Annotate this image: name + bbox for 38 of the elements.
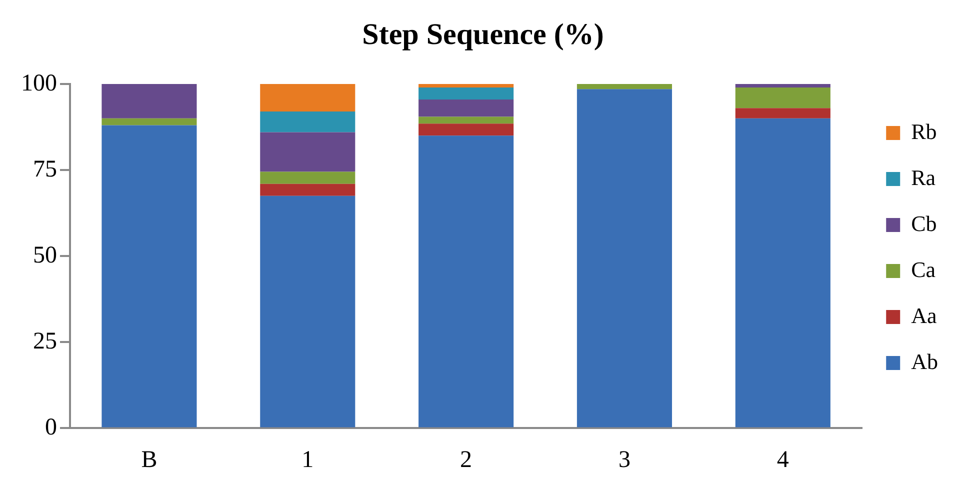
bar (735, 84, 830, 88)
bar (418, 124, 514, 136)
bar (260, 196, 356, 428)
x-tick-label: 4 (776, 446, 789, 473)
bar (260, 84, 356, 112)
y-tick-label: 0 (45, 414, 57, 440)
bar (576, 89, 672, 428)
bar (576, 84, 672, 90)
legend-label: Ab (911, 348, 938, 374)
bar (260, 112, 356, 132)
bar (260, 132, 356, 172)
legend-label: Ca (911, 256, 936, 282)
bar (735, 108, 830, 118)
legend-label: Rb (911, 118, 937, 144)
x-tick-label: 3 (618, 446, 630, 473)
bar (735, 87, 830, 108)
bar (418, 99, 514, 117)
bar (260, 172, 356, 184)
bar (260, 184, 356, 196)
bar (102, 125, 197, 428)
bar (418, 84, 514, 88)
bar (418, 136, 514, 428)
y-tick-label: 50 (33, 242, 57, 268)
bar (102, 84, 197, 118)
y-tick-label: 100 (21, 70, 57, 96)
legend-label: Ra (911, 164, 936, 190)
bar (102, 118, 197, 126)
x-tick-label: 2 (460, 446, 472, 473)
y-tick-label: 25 (33, 328, 57, 354)
legend-label: Aa (911, 302, 937, 328)
y-tick-label: 75 (33, 156, 57, 182)
bar (735, 118, 830, 428)
legend-label: Cb (911, 210, 937, 236)
bar (418, 116, 514, 124)
chart-title: Step Sequence (%) (362, 18, 604, 51)
bar (418, 87, 514, 100)
x-tick-label: B (141, 446, 158, 473)
x-tick-label: 1 (302, 446, 314, 473)
